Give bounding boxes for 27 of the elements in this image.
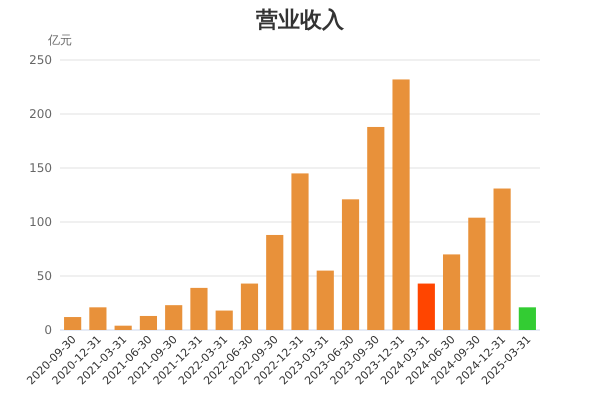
bar (342, 199, 360, 330)
y-tick-label: 100 (29, 215, 52, 229)
y-tick-label: 0 (44, 323, 52, 337)
bar (392, 79, 410, 330)
bar (418, 284, 435, 330)
bar (114, 326, 132, 330)
bar (266, 234, 284, 330)
bar (291, 173, 309, 330)
bar (140, 316, 158, 330)
bar (240, 284, 258, 330)
bar (316, 270, 334, 330)
y-tick-label: 200 (29, 107, 52, 121)
bar (442, 254, 460, 330)
bar (468, 218, 486, 330)
bar (216, 310, 233, 330)
bar (494, 188, 511, 330)
y-tick-label: 50 (36, 269, 52, 283)
bar (89, 307, 106, 330)
bar (165, 305, 182, 330)
bar (190, 288, 208, 330)
bar (64, 317, 82, 330)
bar (367, 126, 384, 330)
chart-title: 营业收入 (255, 8, 345, 33)
y-tick-label: 250 (29, 53, 52, 67)
y-axis-title: 亿元 (47, 33, 72, 47)
y-tick-label: 150 (29, 161, 52, 175)
bar (518, 307, 536, 330)
